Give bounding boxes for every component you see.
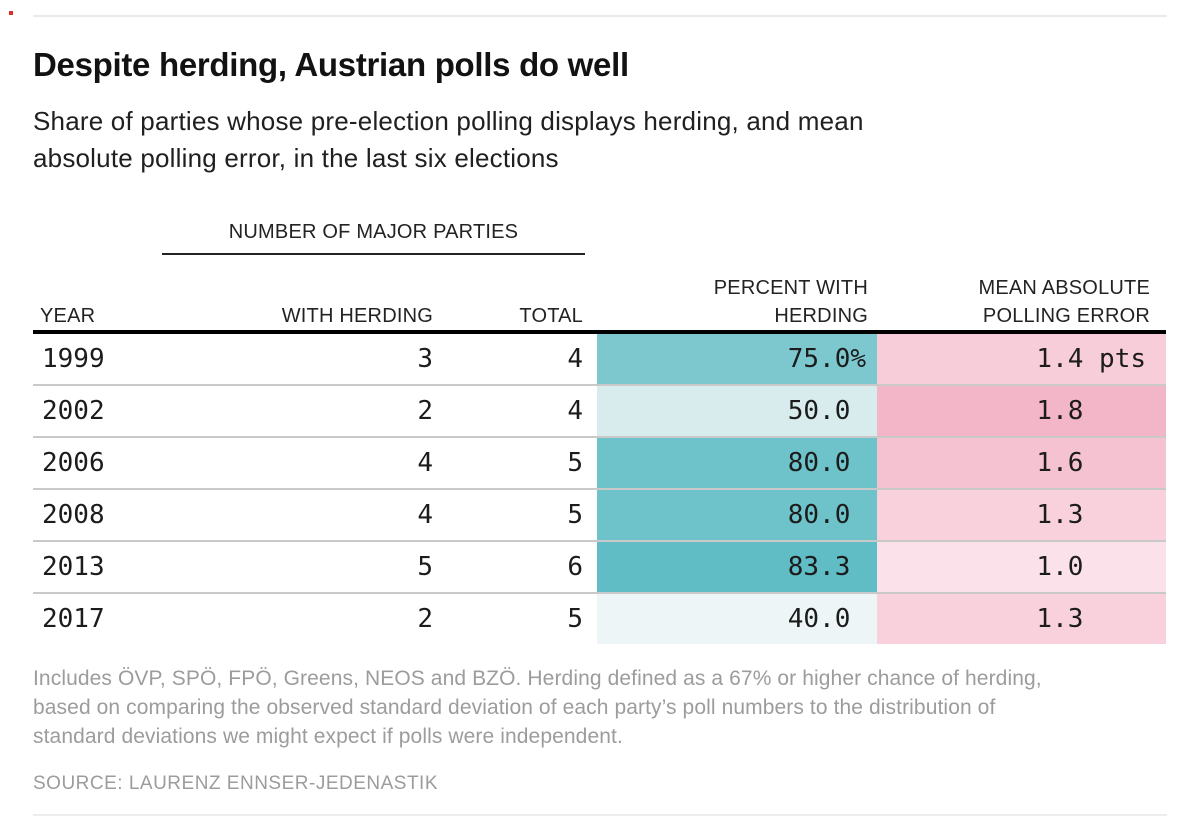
polling-error-cell: 1.3 xyxy=(877,594,1166,644)
subtitle-line-2: absolute polling error, in the last six … xyxy=(33,143,559,173)
error-value: 1.3 xyxy=(1036,604,1084,634)
total-cell: 4 xyxy=(567,344,583,374)
footnote: Includes ÖVP, SPÖ, FPÖ, Greens, NEOS and… xyxy=(33,664,1042,751)
polling-error-cell: 1.0 xyxy=(877,542,1166,592)
table-body: 1999 3 4 75.0% 1.4 pts 2002 2 4 50.0 xyxy=(33,334,1166,644)
column-header-row: YEAR WITH HERDING TOTAL PERCENT WITH HER… xyxy=(33,268,1166,330)
with-herding-cell: 3 xyxy=(417,344,433,374)
year-cell: 2017 xyxy=(42,604,105,634)
table-row: 2017 2 5 40.0 1.3 xyxy=(33,592,1166,644)
table-row: 2006 4 5 80.0 1.6 xyxy=(33,436,1166,488)
error-value: 1.4 xyxy=(1036,344,1084,374)
table-row: 2008 4 5 80.0 1.3 xyxy=(33,488,1166,540)
percent-value: 83.3 xyxy=(787,552,851,582)
bottom-divider xyxy=(33,814,1167,816)
footnote-line-1: Includes ÖVP, SPÖ, FPÖ, Greens, NEOS and… xyxy=(33,667,1042,690)
table-header-rule xyxy=(33,330,1166,334)
percent-value: 40.0 xyxy=(787,604,851,634)
percent-value: 80.0 xyxy=(787,500,851,530)
year-cell: 2006 xyxy=(42,448,105,478)
table-row: 2013 5 6 83.3 1.0 xyxy=(33,540,1166,592)
polling-error-cell: 1.8 xyxy=(877,386,1166,436)
total-cell: 5 xyxy=(567,448,583,478)
page-title: Despite herding, Austrian polls do well xyxy=(33,46,629,83)
col-header-mean-absolute-polling-error: MEAN ABSOLUTE POLLING ERROR xyxy=(978,277,1150,327)
footnote-line-3: standard deviations we might expect if p… xyxy=(33,725,623,748)
col-header-total: TOTAL xyxy=(519,305,583,327)
percent-with-herding-cell: 75.0% xyxy=(597,334,877,384)
year-cell: 2002 xyxy=(42,396,105,426)
col-header-percent-with-herding: PERCENT WITH HERDING xyxy=(713,277,868,327)
error-unit: pts xyxy=(1083,344,1147,374)
page-subtitle: Share of parties whose pre-election poll… xyxy=(33,103,864,177)
col-header-with-herding: WITH HERDING xyxy=(281,305,433,327)
year-cell: 2013 xyxy=(42,552,105,582)
total-cell: 5 xyxy=(567,500,583,530)
top-divider xyxy=(33,15,1167,17)
percent-with-herding-cell: 80.0 xyxy=(597,438,877,488)
col-header-year: YEAR xyxy=(40,305,96,327)
with-herding-cell: 2 xyxy=(417,396,433,426)
table-row: 1999 3 4 75.0% 1.4 pts xyxy=(33,334,1166,384)
source-credit: SOURCE: LAURENZ ENNSER-JEDENASTIK xyxy=(33,773,439,794)
percent-value: 80.0 xyxy=(787,448,851,478)
with-herding-cell: 4 xyxy=(417,500,433,530)
total-cell: 5 xyxy=(567,604,583,634)
polling-error-cell: 1.6 xyxy=(877,438,1166,488)
error-value: 1.0 xyxy=(1036,552,1084,582)
percent-with-herding-cell: 40.0 xyxy=(597,594,877,644)
year-cell: 2008 xyxy=(42,500,105,530)
total-cell: 4 xyxy=(567,396,583,426)
polling-error-cell: 1.3 xyxy=(877,490,1166,540)
error-value: 1.3 xyxy=(1036,500,1084,530)
group-header-major-parties: NUMBER OF MAJOR PARTIES xyxy=(162,221,585,255)
percent-with-herding-cell: 83.3 xyxy=(597,542,877,592)
percent-unit: % xyxy=(850,344,867,374)
with-herding-cell: 2 xyxy=(417,604,433,634)
data-table: NUMBER OF MAJOR PARTIES YEAR WITH HERDIN… xyxy=(33,215,1166,644)
footnote-line-2: based on comparing the observed standard… xyxy=(33,696,996,719)
table-row: 2002 2 4 50.0 1.8 xyxy=(33,384,1166,436)
percent-value: 75.0 xyxy=(787,344,851,374)
subtitle-line-1: Share of parties whose pre-election poll… xyxy=(33,106,864,136)
percent-with-herding-cell: 80.0 xyxy=(597,490,877,540)
year-cell: 1999 xyxy=(42,344,105,374)
percent-with-herding-cell: 50.0 xyxy=(597,386,877,436)
polling-error-cell: 1.4 pts xyxy=(877,334,1166,384)
error-value: 1.6 xyxy=(1036,448,1084,478)
error-value: 1.8 xyxy=(1036,396,1084,426)
with-herding-cell: 4 xyxy=(417,448,433,478)
red-marker-dot xyxy=(9,11,13,15)
total-cell: 6 xyxy=(567,552,583,582)
with-herding-cell: 5 xyxy=(417,552,433,582)
percent-value: 50.0 xyxy=(787,396,851,426)
